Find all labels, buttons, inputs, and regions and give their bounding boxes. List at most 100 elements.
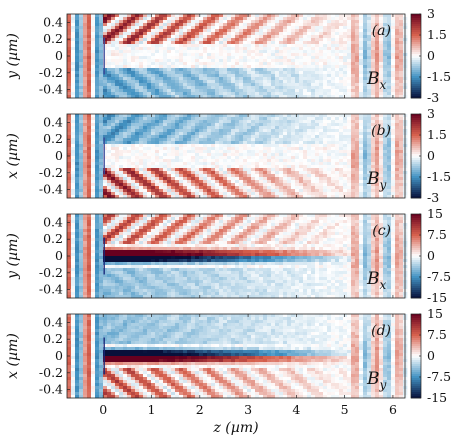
heatmap-cell [127,80,132,84]
heatmap-cell [147,126,152,130]
heatmap-cell [399,53,404,57]
heatmap-cell [323,38,328,42]
heatmap-cell [187,120,192,124]
heatmap-cell [291,32,296,36]
heatmap-cell [79,35,84,39]
heatmap-cell [199,74,204,78]
heatmap-cell [115,26,120,30]
heatmap-cell [311,123,316,127]
heatmap-cell [331,77,336,81]
heatmap-cell [255,192,260,196]
heatmap-cell [143,86,148,90]
heatmap-cell [227,44,232,48]
heatmap-cell [227,41,232,45]
heatmap-cell [363,95,368,99]
heatmap-cell [163,120,168,124]
heatmap-cell [219,180,224,184]
heatmap-cell [307,59,312,63]
colorbar-segment [411,190,421,193]
heatmap-cell [107,168,112,172]
heatmap-cell [203,62,208,66]
heatmap-cell [99,165,104,169]
heatmap-cell [279,29,284,33]
heatmap-cell [87,141,92,145]
heatmap-cell [127,95,132,99]
heatmap-cell [355,171,360,175]
heatmap-cell [191,150,196,154]
heatmap-cell [319,189,324,193]
heatmap-cell [91,80,96,84]
heatmap-cell [91,38,96,42]
heatmap-cell [151,26,156,30]
heatmap-cell [159,95,164,99]
heatmap-cell [323,44,328,48]
heatmap-cell [343,126,348,130]
heatmap-cell [75,74,80,78]
heatmap-cell [239,44,244,48]
heatmap-cell [199,80,204,84]
heatmap-cell [135,120,140,124]
heatmap-cell [331,89,336,93]
heatmap-cell [159,150,164,154]
heatmap-cell [243,153,248,157]
heatmap-cell [227,150,232,154]
heatmap-cell [347,162,352,166]
heatmap-cell [87,186,92,190]
heatmap-cell [327,56,332,60]
heatmap-cell [135,168,140,172]
heatmap-cell [151,114,156,118]
heatmap-cell [299,150,304,154]
heatmap-cell [99,17,104,21]
heatmap-cell [283,68,288,72]
heatmap-cell [119,117,124,121]
heatmap-cell [127,65,132,69]
heatmap-cell [343,114,348,118]
heatmap-cell [91,214,96,218]
heatmap-cell [119,77,124,81]
heatmap-cell [231,138,236,142]
heatmap-cell [135,35,140,39]
heatmap-cell [243,89,248,93]
heatmap-cell [207,95,212,99]
heatmap-cell [235,92,240,96]
heatmap-cell [387,74,392,78]
heatmap-cell [299,177,304,181]
heatmap-cell [183,180,188,184]
heatmap-cell [207,156,212,160]
heatmap-cell [175,17,180,21]
heatmap-cell [215,80,220,84]
heatmap-cell [287,41,292,45]
heatmap-cell [331,53,336,57]
heatmap-cell [307,44,312,48]
heatmap-cell [91,159,96,163]
heatmap-cell [303,41,308,45]
heatmap-cell [183,77,188,81]
heatmap-cell [171,129,176,133]
heatmap-cell [235,47,240,51]
heatmap-cell [175,117,180,121]
heatmap-cell [203,117,208,121]
heatmap-cell [167,214,172,218]
heatmap-cell [159,135,164,139]
heatmap-cell [263,59,268,63]
heatmap-cell [175,129,180,133]
heatmap-cell [107,144,112,148]
heatmap-cell [95,183,100,187]
heatmap-cell [243,56,248,60]
heatmap-cell [75,59,80,63]
heatmap-cell [339,192,344,196]
heatmap-cell [371,95,376,99]
heatmap-cell [299,83,304,87]
heatmap-cell [171,138,176,142]
heatmap-cell [183,171,188,175]
heatmap-cell [251,147,256,151]
heatmap-cell [167,80,172,84]
colorbar-tick-label: -3 [427,190,439,205]
heatmap-cell [315,20,320,24]
heatmap-cell [295,83,300,87]
heatmap-cell [79,41,84,45]
heatmap-cell [275,68,280,72]
heatmap-cell [119,44,124,48]
heatmap-cell [215,123,220,127]
heatmap-cell [203,214,208,218]
